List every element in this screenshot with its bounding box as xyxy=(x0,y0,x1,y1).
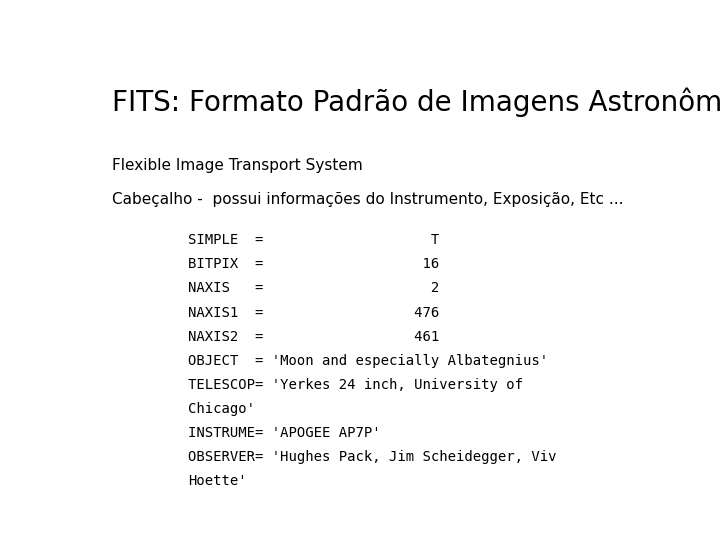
Text: NAXIS   =                    2: NAXIS = 2 xyxy=(188,281,439,295)
Text: FITS: Formato Padrão de Imagens Astronômicas: FITS: Formato Padrão de Imagens Astronôm… xyxy=(112,87,720,117)
Text: Cabeçalho -  possui informações do Instrumento, Exposição, Etc ...: Cabeçalho - possui informações do Instru… xyxy=(112,192,624,207)
Text: SIMPLE  =                    T: SIMPLE = T xyxy=(188,233,439,247)
Text: INSTRUME= 'APOGEE AP7P': INSTRUME= 'APOGEE AP7P' xyxy=(188,426,380,440)
Text: NAXIS1  =                  476: NAXIS1 = 476 xyxy=(188,306,439,320)
Text: OBJECT  = 'Moon and especially Albategnius': OBJECT = 'Moon and especially Albategniu… xyxy=(188,354,548,368)
Text: NAXIS2  =                  461: NAXIS2 = 461 xyxy=(188,329,439,343)
Text: BITPIX  =                   16: BITPIX = 16 xyxy=(188,258,439,271)
Text: TELESCOP= 'Yerkes 24 inch, University of: TELESCOP= 'Yerkes 24 inch, University of xyxy=(188,378,523,392)
Text: Chicago': Chicago' xyxy=(188,402,255,416)
Text: Flexible Image Transport System: Flexible Image Transport System xyxy=(112,158,363,173)
Text: OBSERVER= 'Hughes Pack, Jim Scheidegger, Viv: OBSERVER= 'Hughes Pack, Jim Scheidegger,… xyxy=(188,450,556,464)
Text: Hoette': Hoette' xyxy=(188,474,246,488)
